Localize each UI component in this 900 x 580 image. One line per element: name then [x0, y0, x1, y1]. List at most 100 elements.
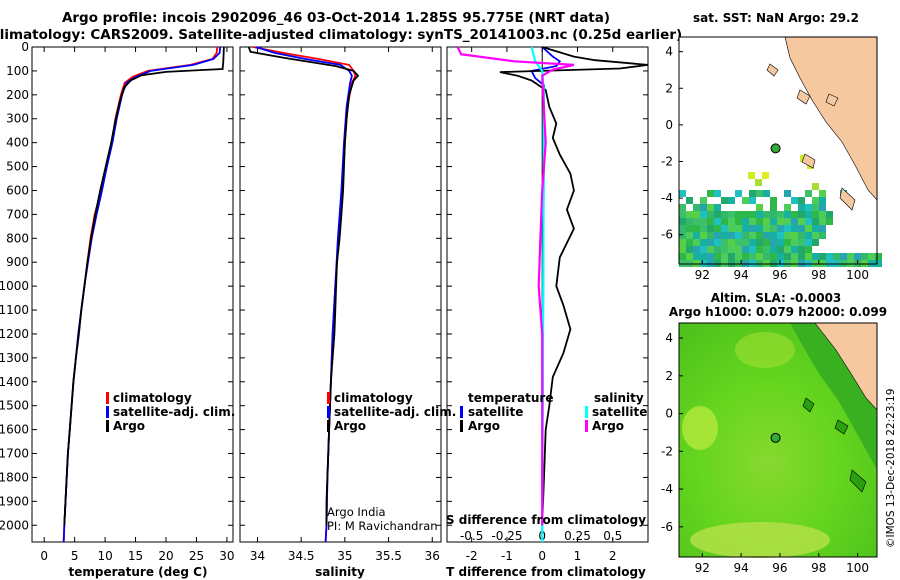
sst-cell — [700, 218, 707, 225]
sst-cell — [819, 197, 826, 204]
sst-cell — [707, 232, 714, 239]
sst-cell — [714, 253, 721, 260]
sst-cell — [735, 225, 742, 232]
sst-cell — [798, 232, 805, 239]
sst-cell — [679, 246, 686, 253]
sst-cell — [700, 225, 707, 232]
sst-cell — [749, 253, 756, 260]
sst-cell — [693, 204, 700, 211]
sst-cell — [784, 204, 791, 211]
x-tick-label: 5 — [71, 549, 79, 563]
legend-label-argo: Argo — [113, 419, 145, 433]
top-x-tick-label: -0.25 — [491, 529, 522, 543]
legend-label-s-argo: Argo — [592, 419, 624, 433]
x-tick-label: 25 — [189, 549, 204, 563]
sst-cell — [798, 246, 805, 253]
sst-cell — [721, 246, 728, 253]
legend-label-t-argo: Argo — [468, 419, 500, 433]
map-x-tick-label: 98 — [811, 268, 826, 282]
sst-cell — [777, 246, 784, 253]
y-tick-label: 1300 — [0, 351, 29, 365]
sst-cell — [756, 225, 763, 232]
title-line-2: Climatology: CARS2009. Satellite-adjuste… — [0, 27, 682, 43]
sst-cell — [693, 225, 700, 232]
sst-cell — [700, 253, 707, 260]
sst-cell — [791, 246, 798, 253]
difference-xlabel: T difference from climatology — [446, 565, 646, 579]
sst-cell — [763, 246, 770, 253]
pi-label: PI: M Ravichandran — [327, 519, 438, 533]
title-line-1: Argo profile: incois 2902096_46 03-Oct-2… — [62, 10, 610, 26]
top-x-tick-label: 0.25 — [564, 529, 591, 543]
legend-label-satellite: satellite-adj. clim. — [113, 405, 235, 419]
temperature-xlabel: temperature (deg C) — [69, 565, 208, 579]
sst-cell — [714, 232, 721, 239]
island-land — [801, 153, 816, 169]
sst-cell — [721, 232, 728, 239]
sst-cell — [700, 197, 707, 204]
x-tick-label: 35 — [337, 549, 352, 563]
sst-cell — [700, 211, 707, 218]
map-y-tick-label: 0 — [665, 118, 673, 132]
sst-cell — [812, 204, 819, 211]
temperature-frame — [31, 46, 234, 543]
y-tick-label: 2000 — [0, 518, 29, 532]
island-land — [766, 63, 779, 77]
sst-cell — [707, 225, 714, 232]
sst-cell — [805, 232, 812, 239]
series-line-temperature-argo — [499, 46, 649, 526]
sst-cell — [700, 246, 707, 253]
island-land — [834, 419, 849, 435]
salinity-diff-legend: salinity satellite Argo — [585, 391, 647, 433]
sst-cell — [707, 239, 714, 246]
y-tick-label: 100 — [6, 64, 29, 78]
temperature-panel: 0100200300400500600700800900100011001200… — [0, 40, 235, 579]
sst-cell — [728, 225, 735, 232]
sst-cell — [798, 253, 805, 260]
x-tick-label: 2 — [609, 549, 617, 563]
sst-cell — [763, 253, 770, 260]
sst-cell — [755, 179, 762, 186]
sst-cell — [812, 225, 819, 232]
sst-cell — [735, 246, 742, 253]
map-x-tick-label: 94 — [733, 268, 748, 282]
sla-map-title-2: Argo h1000: 0.079 h2000: 0.099 — [669, 305, 887, 319]
footer-credit: ©IMOS 13-Dec-2018 22:23:19 — [885, 389, 897, 548]
temperature-legend: climatology satellite-adj. clim. Argo — [106, 391, 235, 433]
sst-cell — [686, 211, 693, 218]
sst-map: sat. SST: NaN Argo: 29.2 92 94 96 98 100 4 2 0 -… — [661, 11, 882, 282]
sst-map-frame — [678, 36, 878, 265]
sst-cell — [735, 239, 742, 246]
island-land — [825, 93, 839, 107]
sst-cell — [728, 218, 735, 225]
sst-cell — [777, 232, 784, 239]
y-tick-label: 600 — [6, 183, 29, 197]
sst-cell — [756, 190, 763, 197]
sst-cell — [854, 253, 861, 260]
sst-cell — [700, 232, 707, 239]
sst-cell — [707, 253, 714, 260]
sst-cell — [693, 253, 700, 260]
sst-cell — [819, 253, 826, 260]
sst-cell — [777, 211, 784, 218]
y-tick-label: 700 — [6, 207, 29, 221]
map-y-tick-label: 2 — [665, 81, 673, 95]
sla-high-patch — [735, 332, 795, 368]
sla-map-frame — [678, 322, 878, 558]
map-y-tick-label: -6 — [661, 520, 673, 534]
sst-cell — [784, 239, 791, 246]
sst-cell — [812, 183, 819, 190]
legend-swatch-s-satellite — [585, 406, 588, 418]
sst-cell — [693, 211, 700, 218]
sst-cell — [819, 190, 826, 197]
sst-cell — [735, 232, 742, 239]
series-line-satellite-adj-clim- — [255, 46, 353, 543]
map-y-tick-label: -4 — [661, 482, 673, 496]
sst-cell — [714, 204, 721, 211]
sst-cell — [770, 232, 777, 239]
sst-cell — [707, 190, 714, 197]
top-x-tick-label: -0.5 — [460, 529, 483, 543]
sst-cell — [693, 218, 700, 225]
sst-cell — [748, 172, 755, 179]
